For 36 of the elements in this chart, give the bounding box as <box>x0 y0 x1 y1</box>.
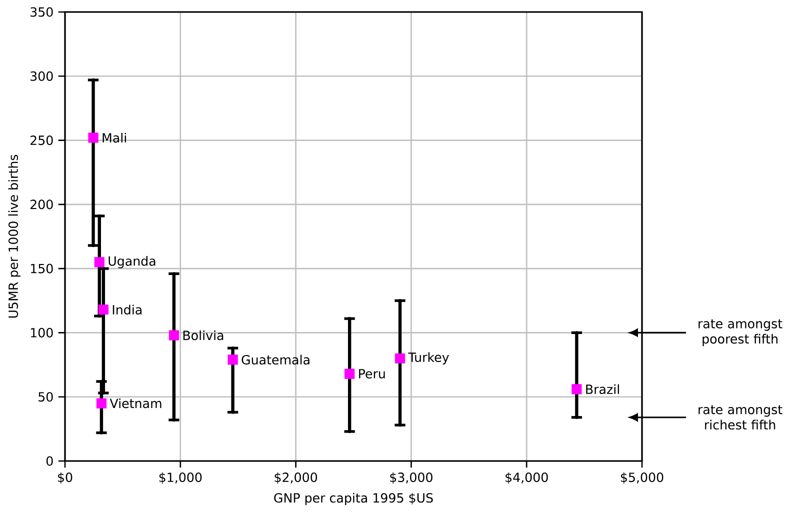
point <box>88 132 98 143</box>
y-tick-label: 100 <box>30 328 53 338</box>
x-tick-label: $3,000 <box>390 472 432 484</box>
point <box>94 257 104 268</box>
y-tick-label: 350 <box>30 7 53 17</box>
point <box>572 384 582 394</box>
y-tick-label: 250 <box>30 136 53 146</box>
x-tick-label: $5,000 <box>620 472 664 484</box>
x-tick-label: $4,000 <box>506 472 548 484</box>
point <box>228 354 238 365</box>
series-label: Guatemala <box>242 354 310 365</box>
series-label: Bolivia <box>183 330 224 340</box>
point <box>344 368 355 379</box>
y-tick-label: 0 <box>46 456 53 466</box>
x-tick-label: $1,000 <box>159 472 202 484</box>
y-axis-title: U5MR per 1000 live births <box>8 154 20 318</box>
point <box>168 330 179 340</box>
x-axis-title: GNP per capita 1995 $US <box>274 492 433 506</box>
series-label: Turkey <box>408 352 449 364</box>
series-label: Peru <box>359 369 385 378</box>
text: rate amongst poorest fifth <box>698 319 782 346</box>
x-tick-label: $2,000 <box>274 472 318 484</box>
text: rate amongst richest fifth <box>698 405 782 430</box>
series-label: Brazil <box>586 384 619 394</box>
series-label: Uganda <box>108 256 156 268</box>
series-label: Mali <box>102 132 126 143</box>
point <box>394 353 406 364</box>
point <box>96 398 107 408</box>
series-label: Vietnam <box>110 398 162 408</box>
point <box>98 304 108 315</box>
y-tick-label: 300 <box>30 71 53 81</box>
x-tick-label: $0 <box>58 472 72 484</box>
y-tick-label: 200 <box>30 200 53 210</box>
y-tick-label: 50 <box>38 392 53 402</box>
y-tick-label: 150 <box>30 264 53 274</box>
series-label: India <box>112 304 142 315</box>
